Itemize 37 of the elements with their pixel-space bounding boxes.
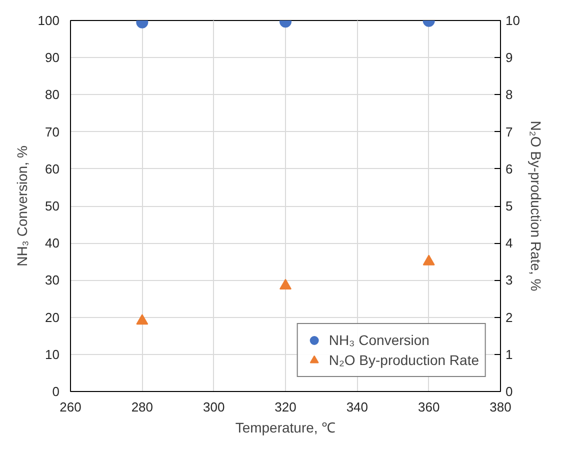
y-tick-label: 0 xyxy=(52,384,60,399)
y2-tick-label: 10 xyxy=(506,13,520,28)
y2-tick-label: 1 xyxy=(506,346,513,362)
y2-tick-label: 9 xyxy=(506,50,513,66)
y-tick-label: 40 xyxy=(45,236,60,251)
x-tick-label: 360 xyxy=(418,400,440,414)
x-tick-label: 300 xyxy=(202,400,225,414)
x-tick-label: 280 xyxy=(131,400,154,414)
y-tick-label: 80 xyxy=(45,87,60,102)
y-tick-label: 10 xyxy=(45,346,60,362)
point xyxy=(422,254,435,266)
y-tick-label: 30 xyxy=(45,272,60,288)
y2-tick-label: 0 xyxy=(506,384,513,399)
y-axis-title: NH₃ Conversion, % xyxy=(14,146,30,266)
x-tick-label: 380 xyxy=(490,400,512,414)
legend-label: N₂O By-production Rate xyxy=(328,352,479,368)
x-axis-title: Temperature, ℃ xyxy=(235,420,336,436)
y-tick-label: 100 xyxy=(38,13,60,28)
x-tick-label: 260 xyxy=(60,400,82,414)
legend-label: NH₃ Conversion xyxy=(328,332,430,348)
y2-tick-label: 8 xyxy=(506,87,513,102)
y2-tick-label: 3 xyxy=(506,272,513,288)
x-tick-label: 320 xyxy=(274,400,296,414)
point xyxy=(136,314,148,325)
y2-tick-label: 7 xyxy=(506,124,513,140)
y2-tick-label: 4 xyxy=(506,236,513,251)
y-tick-label: 20 xyxy=(45,310,60,325)
y-tick-label: 60 xyxy=(45,161,60,176)
point xyxy=(280,278,292,290)
y2-tick-label: 5 xyxy=(506,198,513,214)
y2-axis-title: N₂O By-production Rate, % xyxy=(528,120,544,292)
y-tick-label: 90 xyxy=(45,50,60,66)
x-tick-label: 340 xyxy=(346,400,368,414)
y-tick-label: 70 xyxy=(45,124,60,140)
y-tick-label: 50 xyxy=(45,198,60,214)
y2-tick-label: 2 xyxy=(506,310,513,325)
y2-tick-label: 6 xyxy=(506,161,513,176)
